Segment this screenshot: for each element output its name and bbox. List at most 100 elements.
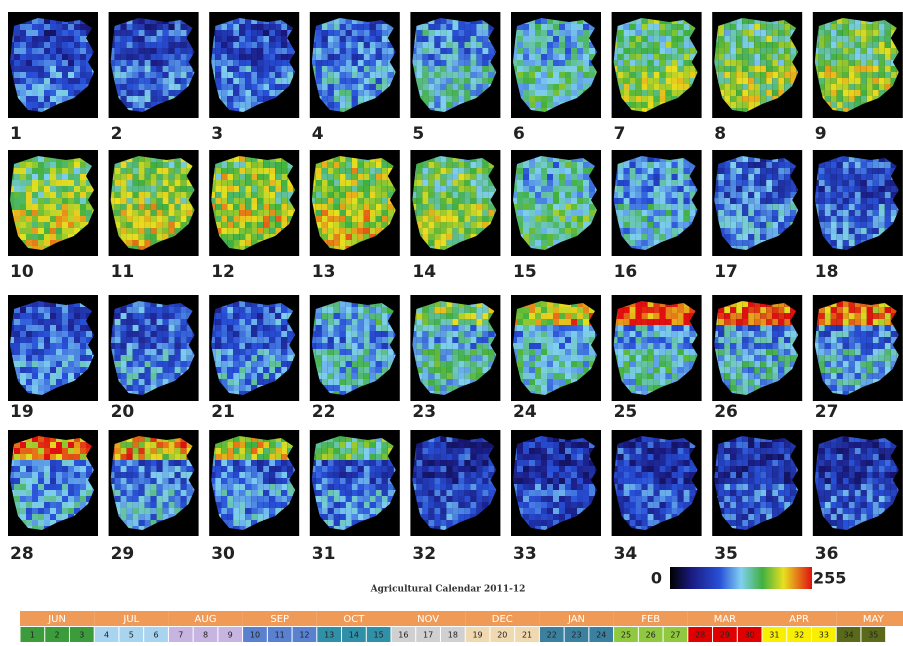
map-pixel [464, 192, 470, 198]
map-pixel [115, 216, 121, 222]
map-pixel [541, 66, 547, 72]
map-pixel [642, 36, 648, 42]
map-pixel [666, 216, 672, 222]
map-pixel [730, 186, 736, 192]
map-pixel [281, 54, 287, 60]
map-pixel [837, 72, 843, 78]
map-pixel [38, 24, 44, 30]
map-pixel [56, 307, 62, 313]
map-pixel [873, 168, 879, 174]
map-pixel [618, 48, 624, 54]
map-pixel [251, 198, 257, 204]
map-pixel [352, 96, 358, 102]
map-pixel [352, 180, 358, 186]
map-pixel [736, 96, 742, 102]
map-pixel [251, 42, 257, 48]
map-pixel [121, 30, 127, 36]
map-pixel [434, 24, 440, 30]
map-pixel [452, 228, 458, 234]
map-pixel [736, 72, 742, 78]
map-pixel [145, 78, 151, 84]
map-pixel [446, 228, 452, 234]
map-pixel [74, 84, 80, 90]
map-pixel [269, 78, 275, 84]
map-pixel [245, 42, 251, 48]
map-pixel [32, 30, 38, 36]
map-pixel [523, 36, 529, 42]
map-pixel [559, 174, 565, 180]
map-pixel [541, 186, 547, 192]
map-pixel [476, 174, 482, 180]
map-pixel [684, 180, 690, 186]
map-pixel [133, 84, 139, 90]
map-pixel [831, 240, 837, 246]
map-pixel [547, 24, 553, 30]
map-pixel [482, 60, 488, 66]
map-pixel [440, 96, 446, 102]
map-pixel [151, 198, 157, 204]
map-pixel [523, 90, 529, 96]
map-pixel [583, 48, 589, 54]
map-pixel [62, 36, 68, 42]
map-pixel [50, 84, 56, 90]
map-pixel [169, 66, 175, 72]
map-pixel [772, 78, 778, 84]
map-pixel [660, 84, 666, 90]
map-pixel [837, 30, 843, 36]
map-pixel [446, 78, 452, 84]
map-pixel [175, 192, 181, 198]
map-pixel [873, 228, 879, 234]
map-pixel [358, 168, 364, 174]
map-pixel [50, 198, 56, 204]
map-pixel [470, 216, 476, 222]
map-pixel [666, 36, 672, 42]
map-pixel [867, 192, 873, 198]
map-pixel [654, 90, 660, 96]
map-pixel [334, 102, 340, 108]
map-pixel [80, 198, 86, 204]
map-pixel [157, 66, 163, 72]
map-pixel [535, 24, 541, 30]
map-pixel [523, 162, 529, 168]
map-pixel [873, 186, 879, 192]
map-pixel [754, 90, 760, 96]
map-pixel [553, 222, 559, 228]
map-pixel [56, 42, 62, 48]
map-pixel [891, 186, 897, 192]
map-pixel [127, 186, 133, 192]
map-pixel [837, 198, 843, 204]
map-pixel [618, 168, 624, 174]
map-pixel [275, 204, 281, 210]
map-pixel [163, 174, 169, 180]
map-pixel [452, 168, 458, 174]
map-pixel [666, 60, 672, 66]
map-pixel [20, 313, 26, 319]
map-pixel [68, 222, 74, 228]
panel-number: 17 [714, 262, 738, 282]
map-pixel [837, 222, 843, 228]
map-pixel [778, 30, 784, 36]
map-pixel [464, 90, 470, 96]
map-pixel [618, 72, 624, 78]
map-pixel [233, 48, 239, 54]
map-pixel [352, 228, 358, 234]
map-pixel [867, 168, 873, 174]
map-pixel [175, 84, 181, 90]
map-pixel [322, 222, 328, 228]
map-pixel [181, 72, 187, 78]
map-pixel [760, 24, 766, 30]
map-pixel [654, 198, 660, 204]
map-pixel [364, 162, 370, 168]
map-pixel [849, 42, 855, 48]
map-pixel [825, 84, 831, 90]
map-pixel [56, 204, 62, 210]
map-pixel [482, 78, 488, 84]
map-pixel [121, 204, 127, 210]
map-pixel [742, 90, 748, 96]
map-pixel [873, 198, 879, 204]
map-pixel [618, 30, 624, 36]
map-pixel [56, 216, 62, 222]
map-pixel [139, 42, 145, 48]
map-pixel [121, 198, 127, 204]
map-pixel [684, 186, 690, 192]
